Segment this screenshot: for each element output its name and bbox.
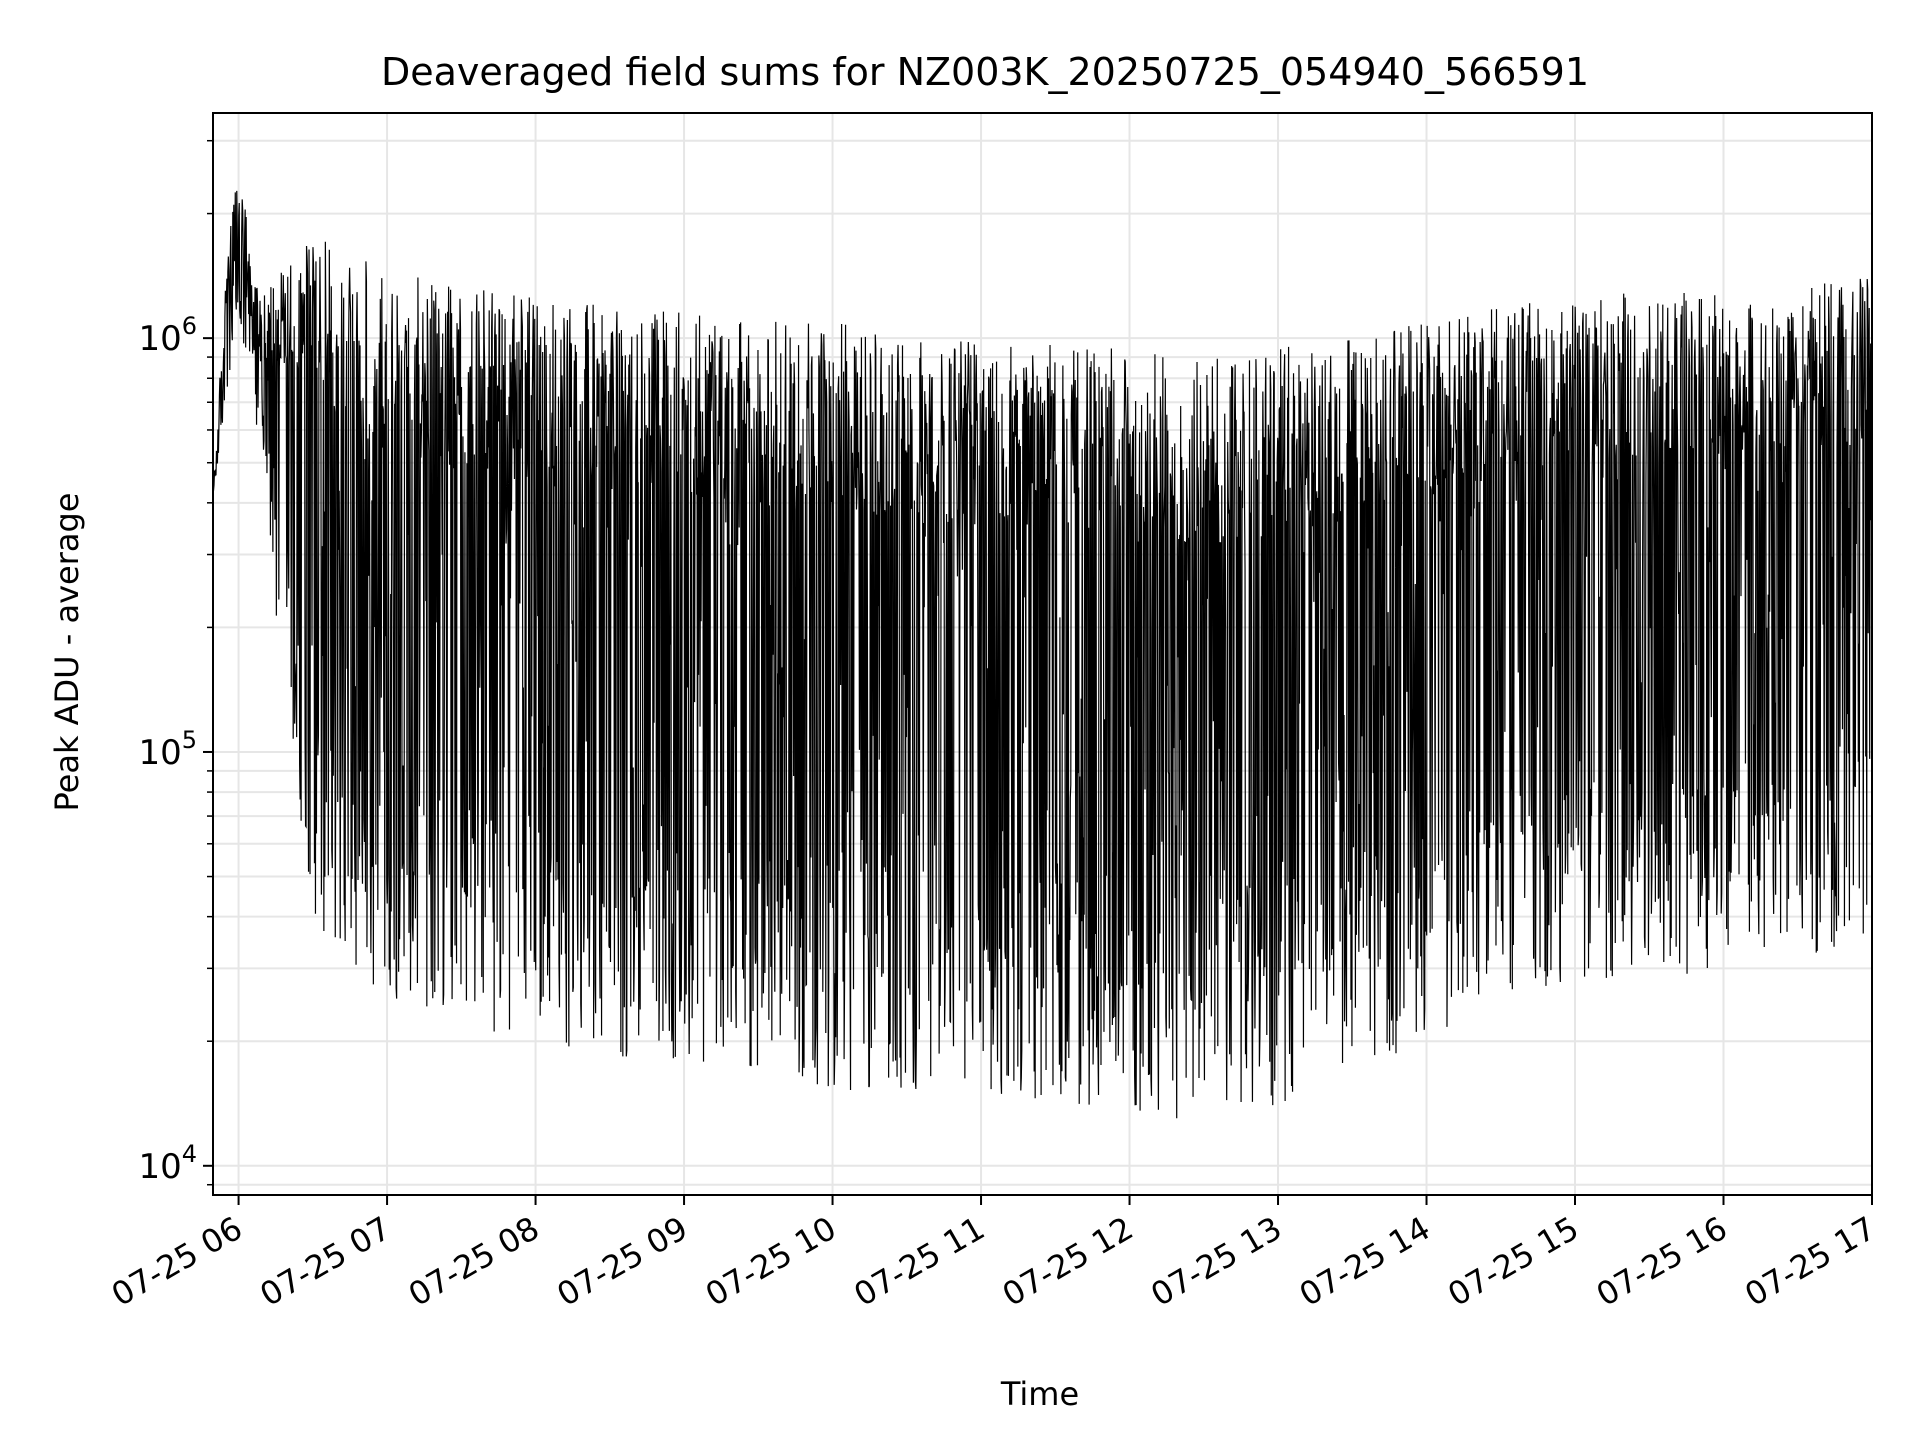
x-axis-label: Time xyxy=(1000,1375,1079,1413)
y-axis-label: Peak ADU - average xyxy=(48,493,86,812)
plot-area xyxy=(212,190,1873,1119)
chart-title: Deaveraged field sums for NZ003K_2025072… xyxy=(381,50,1589,94)
y-tick-label: 105 xyxy=(138,726,197,773)
y-tick-label: 104 xyxy=(138,1140,197,1187)
axes-frame xyxy=(212,112,1873,1196)
series-line xyxy=(212,190,1873,1119)
y-tick-label: 106 xyxy=(138,312,197,359)
